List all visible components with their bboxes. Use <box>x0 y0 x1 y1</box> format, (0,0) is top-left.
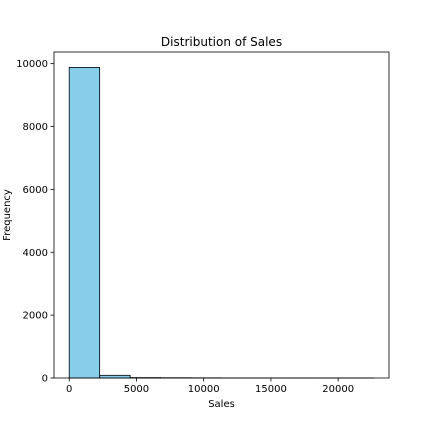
y-tick-label: 6000 <box>23 185 48 196</box>
axes-group: 0 5000 10000 15000 20000 0 2000 4000 6000 8000 100… <box>16 59 354 395</box>
y-tick-label: 2000 <box>23 311 48 322</box>
histogram-bar <box>99 374 131 379</box>
y-tick-label: 0 <box>42 374 48 385</box>
y-axis-label: Frequency <box>2 189 13 241</box>
y-tick-label: 4000 <box>23 248 48 259</box>
x-tick-label: 20000 <box>322 384 354 395</box>
x-axis-label: Sales <box>208 399 235 410</box>
x-tick-label: 5000 <box>124 384 149 395</box>
y-tick-label: 10000 <box>16 59 48 70</box>
bars-group <box>68 67 375 379</box>
chart-title: Distribution of Sales <box>161 35 282 49</box>
plot-frame <box>53 51 390 379</box>
x-tick-label: 0 <box>66 384 72 395</box>
x-tick-label: 15000 <box>255 384 287 395</box>
x-tick-label: 10000 <box>188 384 220 395</box>
y-tick-label: 8000 <box>23 122 48 133</box>
histogram-bar <box>68 67 101 379</box>
